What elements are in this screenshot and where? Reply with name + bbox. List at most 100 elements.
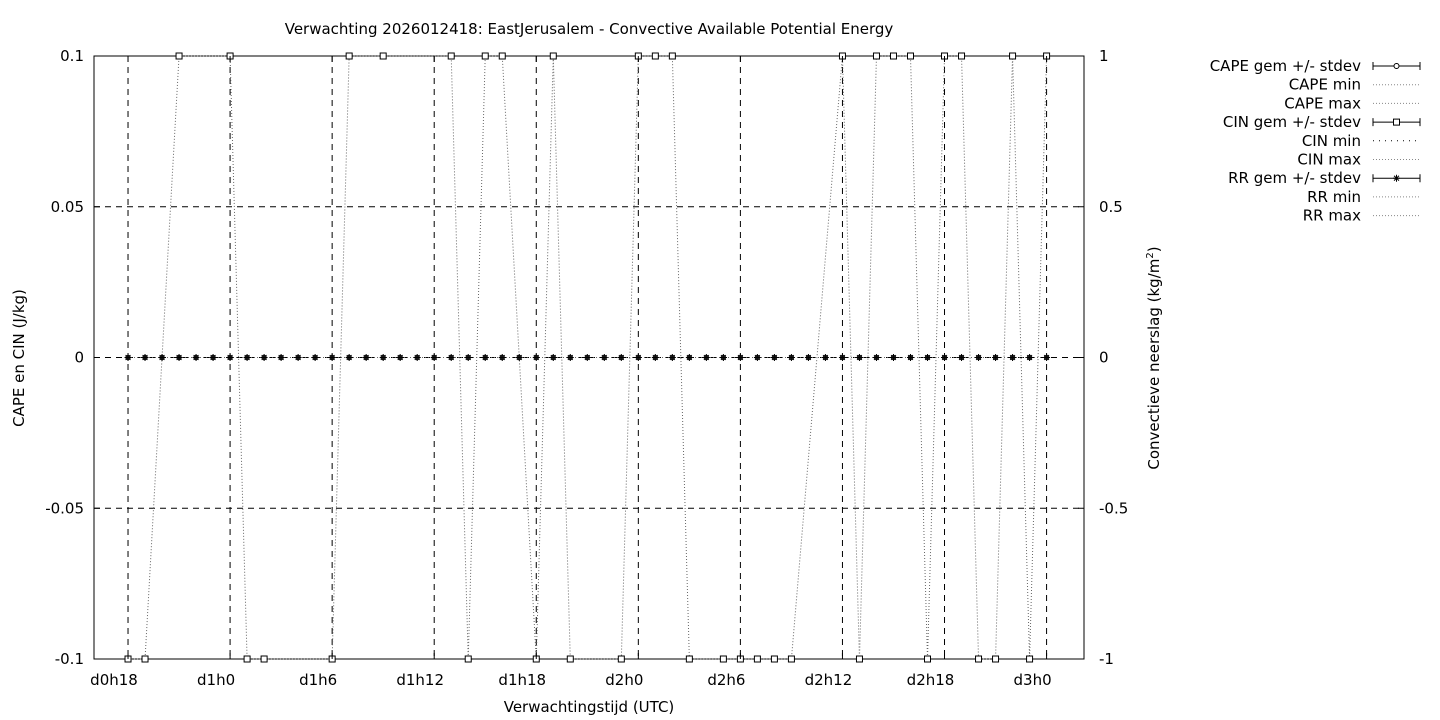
rr-point [362, 354, 370, 361]
cin-point [685, 655, 693, 663]
rr-point [566, 354, 574, 361]
rr-point [992, 354, 1000, 361]
legend-label: CAPE gem +/- stdev [1210, 57, 1361, 75]
rr-point [294, 354, 302, 361]
axes: d0h18 d1h0 d1h6 d1h12 d1h18 d2h0 d2h6 d2h12 d2h1… [45, 47, 1128, 689]
legend-label: CAPE min [1289, 76, 1361, 94]
cin-point [958, 52, 966, 60]
rr-point [1043, 354, 1051, 361]
rr-point [396, 354, 404, 361]
legend-circle-marker [1393, 63, 1400, 69]
rr-point [736, 354, 744, 361]
cin-point [855, 655, 863, 663]
rr-point [821, 354, 829, 361]
cin-point [924, 655, 932, 663]
cin-point [1026, 655, 1034, 663]
legend-label: CIN gem +/- stdev [1223, 113, 1361, 131]
cin-point [260, 655, 268, 663]
rr-point [260, 354, 268, 361]
legend-label: RR min [1307, 188, 1361, 206]
cin-point [651, 52, 659, 60]
rr-point [600, 354, 608, 361]
cin-point [872, 52, 880, 60]
x-tick-label: d2h0 [605, 671, 643, 689]
y2-tick-label: -0.5 [1099, 499, 1128, 517]
y2-axis-label-end: ) [1145, 246, 1163, 252]
y2-tick-label: 1 [1099, 47, 1109, 65]
cin-point [1009, 52, 1017, 60]
rr-point [787, 354, 795, 361]
rr-point [668, 354, 676, 361]
rr-point [124, 354, 132, 361]
y2-axis-label-main: Convectieve neerslag (kg/m [1145, 259, 1163, 470]
cin-point [719, 655, 727, 663]
rr-point [345, 354, 353, 361]
cin-point [447, 52, 455, 60]
x-tick-label: d1h6 [299, 671, 337, 689]
rr-point [583, 354, 591, 361]
rr-point [413, 354, 421, 361]
rr-point [702, 354, 710, 361]
rr-point [719, 354, 727, 361]
cin-point [975, 655, 983, 663]
rr-point [838, 354, 846, 361]
x-tick-label: d1h0 [197, 671, 235, 689]
y2-axis-label-sup: 2 [1145, 252, 1156, 258]
rr-point [651, 354, 659, 361]
y-tick-label: 0.1 [60, 47, 84, 65]
cin-point [481, 52, 489, 60]
y-tick-label: -0.05 [45, 499, 84, 517]
rr-point [498, 354, 506, 361]
cin-point [345, 52, 353, 60]
x-tick-label: d2h6 [707, 671, 745, 689]
rr-point [328, 354, 336, 361]
rr-point [277, 354, 285, 361]
rr-point [464, 354, 472, 361]
x-tick-label: d1h18 [498, 671, 546, 689]
cin-point [175, 52, 183, 60]
x-tick-label: d3h0 [1014, 671, 1052, 689]
rr-point [532, 354, 540, 361]
rr-point [311, 354, 319, 361]
rr-point [430, 354, 438, 361]
rr-point [975, 354, 983, 361]
legend-label: RR gem +/- stdev [1228, 169, 1361, 187]
rr-point [379, 354, 387, 361]
rr-point [549, 354, 557, 361]
series-layer [124, 52, 1051, 663]
rr-point [906, 354, 914, 361]
y2-axis-label: Convectieve neerslag (kg/m2) [1145, 246, 1163, 469]
rr-point [1026, 354, 1034, 361]
rr-point [175, 354, 183, 361]
rr-point [243, 354, 251, 361]
legend-label: CIN max [1297, 151, 1361, 169]
x-tick-label: d2h12 [805, 671, 853, 689]
y-tick-label: 0 [74, 349, 84, 367]
rr-point [141, 354, 149, 361]
legend-label: CAPE max [1284, 94, 1361, 112]
cin-point [566, 655, 574, 663]
cin-point [753, 655, 761, 663]
rr-point [481, 354, 489, 361]
cin-point [243, 655, 251, 663]
rr-point [226, 354, 234, 361]
cin-point [141, 655, 149, 663]
rr-point [1009, 354, 1017, 361]
cin-point [617, 655, 625, 663]
x-axis-label: Verwachtingstijd (UTC) [504, 698, 675, 716]
cin-point [379, 52, 387, 60]
chart-title: Verwachting 2026012418: EastJerusalem - … [285, 20, 894, 38]
y2-tick-label: 0 [1099, 349, 1109, 367]
y-axis-label: CAPE en CIN (J/kg) [10, 289, 28, 427]
rr-point [889, 354, 897, 361]
x-tick-label: d1h12 [396, 671, 444, 689]
rr-point [753, 354, 761, 361]
rr-point [617, 354, 625, 361]
rr-point [941, 354, 949, 361]
rr-point [634, 354, 642, 361]
legend-square-marker [1393, 118, 1400, 126]
rr-point [447, 354, 455, 361]
rr-point [770, 354, 778, 361]
x-tick-label: d2h18 [907, 671, 955, 689]
